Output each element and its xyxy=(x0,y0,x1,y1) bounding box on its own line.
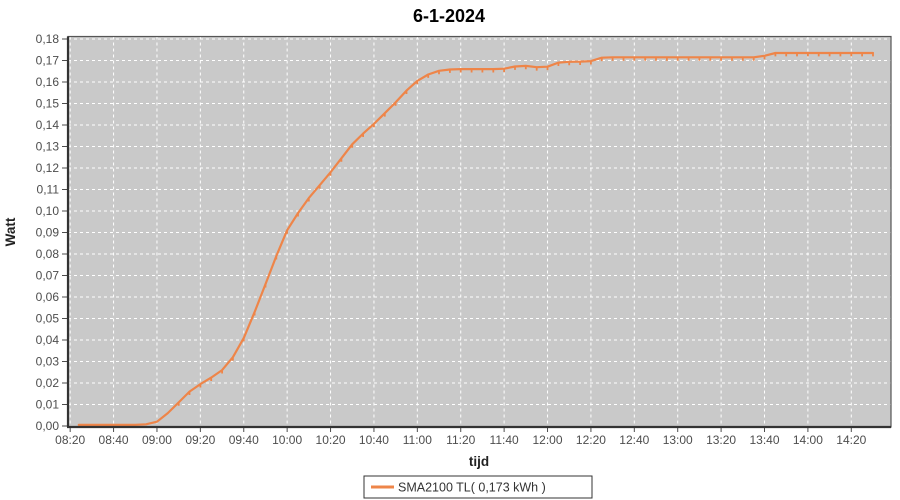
x-tick-label: 11:20 xyxy=(446,433,475,447)
axis-ticks-and-labels: 0,00 0,01 0,02 0,03 0,04 0,05 0,06 0,07 0,08 0,09… xyxy=(36,32,867,447)
x-tick-label: 13:20 xyxy=(706,433,736,447)
legend-box xyxy=(363,475,593,499)
y-tick-label: 0,08 xyxy=(36,247,60,261)
y-tick-label: 0,11 xyxy=(37,183,60,197)
x-tick-label: 13:40 xyxy=(749,433,779,447)
y-tick-label: 0,04 xyxy=(36,333,60,347)
x-tick-label: 11:00 xyxy=(403,433,432,447)
x-tick-label: 09:40 xyxy=(229,433,259,447)
x-tick-label: 10:20 xyxy=(316,433,346,447)
x-tick-label: 13:00 xyxy=(663,433,693,447)
x-tick-label: 12:00 xyxy=(533,433,563,447)
series-line xyxy=(77,51,875,426)
y-tick-label: 0,16 xyxy=(36,75,60,89)
plot-background xyxy=(68,36,891,427)
legend-label: SMA2100 TL( 0,173 kWh ) xyxy=(398,481,546,495)
y-tick-label: 0,14 xyxy=(36,118,60,132)
data-point-markers xyxy=(177,53,874,406)
series-group xyxy=(77,51,875,426)
y-tick-label: 0,17 xyxy=(36,54,60,68)
x-tick-label: 14:00 xyxy=(793,433,823,447)
chart-title: 6-1-2024 xyxy=(413,6,485,26)
y-tick-label: 0,13 xyxy=(36,140,60,154)
y-tick-label: 0,00 xyxy=(36,419,60,433)
y-tick-label: 0,18 xyxy=(36,32,60,46)
y-tick-label: 0,01 xyxy=(36,398,60,412)
y-tick-label: 0,06 xyxy=(36,290,60,304)
x-axis-title: tijd xyxy=(469,454,489,469)
y-tick-label: 0,09 xyxy=(36,226,60,240)
y-axis-title: Watt xyxy=(3,217,18,246)
x-tick-label: 11:40 xyxy=(490,433,519,447)
x-tick-label: 12:20 xyxy=(576,433,606,447)
x-tick-label: 08:40 xyxy=(99,433,129,447)
y-tick-label: 0,10 xyxy=(36,204,60,218)
x-tick-label: 10:40 xyxy=(359,433,389,447)
y-tick-label: 0,15 xyxy=(36,97,60,111)
x-tick-label: 09:00 xyxy=(142,433,172,447)
x-tick-label: 09:20 xyxy=(185,433,215,447)
y-tick-label: 0,07 xyxy=(36,269,60,283)
y-tick-label: 0,03 xyxy=(36,355,60,369)
x-tick-label: 12:40 xyxy=(619,433,649,447)
x-tick-label: 08:20 xyxy=(55,433,85,447)
x-tick-label: 14:20 xyxy=(836,433,866,447)
y-tick-label: 0,05 xyxy=(36,312,60,326)
x-tick-label: 10:00 xyxy=(272,433,302,447)
y-tick-label: 0,12 xyxy=(36,161,60,175)
legend: SMA2100 TL( 0,173 kWh ) xyxy=(363,475,593,499)
y-tick-label: 0,02 xyxy=(36,376,60,390)
